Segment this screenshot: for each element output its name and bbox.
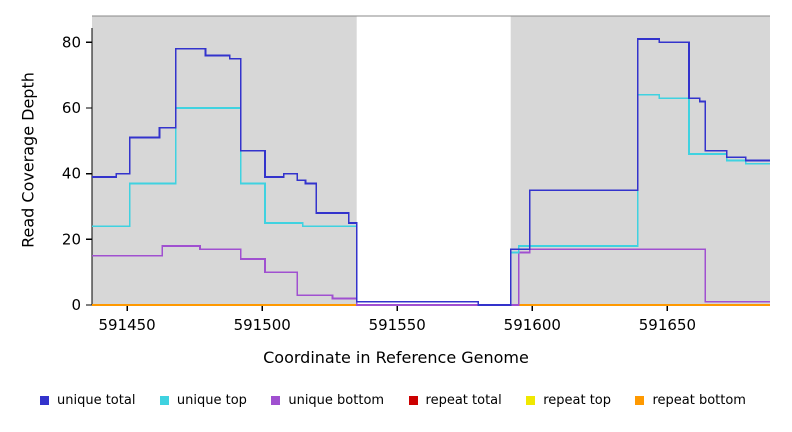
series-unique-total	[92, 38, 770, 306]
legend-item: repeat total	[408, 393, 502, 408]
legend-item: repeat top	[526, 393, 611, 408]
x-tick-label: 591500	[234, 316, 291, 334]
x-axis-title: Coordinate in Reference Genome	[263, 348, 529, 367]
legend-label: unique total	[57, 393, 136, 408]
legend-swatch	[271, 396, 281, 405]
x-tick-label: 591550	[369, 316, 426, 334]
legend-item: repeat bottom	[635, 393, 746, 408]
x-tick-label: 591650	[639, 316, 696, 334]
legend-swatch	[40, 396, 49, 405]
plot-container: Read Coverage Depth 591450 591500 591550 59…	[18, 15, 770, 334]
y-tick-label: 60	[62, 99, 81, 117]
legend-label: unique bottom	[288, 393, 385, 408]
y-tick-label: 40	[62, 165, 81, 183]
legend-swatch	[526, 396, 536, 405]
y-axis-title: Read Coverage Depth	[18, 72, 38, 248]
x-tick-label: 591450	[98, 316, 155, 334]
legend-swatch	[159, 396, 169, 405]
series-unique-bottom	[92, 245, 770, 306]
chart-svg: 591450 591500 591550 591600 591650 0 20 40 60 80	[62, 15, 770, 334]
shaded-region	[92, 16, 357, 305]
legend-item: unique top	[159, 393, 247, 408]
legend-label: repeat bottom	[652, 393, 746, 408]
y-tick-label: 0	[71, 296, 81, 314]
legend-swatch	[635, 396, 645, 405]
legend: unique total unique top unique bottom repea…	[0, 393, 792, 408]
y-tick-label: 80	[62, 33, 81, 51]
y-tick-label: 20	[62, 230, 81, 248]
legend-label: unique top	[176, 393, 247, 408]
legend-item: unique total	[40, 393, 135, 408]
legend-label: repeat total	[425, 393, 502, 408]
legend-item: unique bottom	[271, 393, 384, 408]
legend-label: repeat top	[543, 393, 611, 408]
legend-swatch	[408, 396, 418, 405]
x-tick-label: 591600	[504, 316, 561, 334]
